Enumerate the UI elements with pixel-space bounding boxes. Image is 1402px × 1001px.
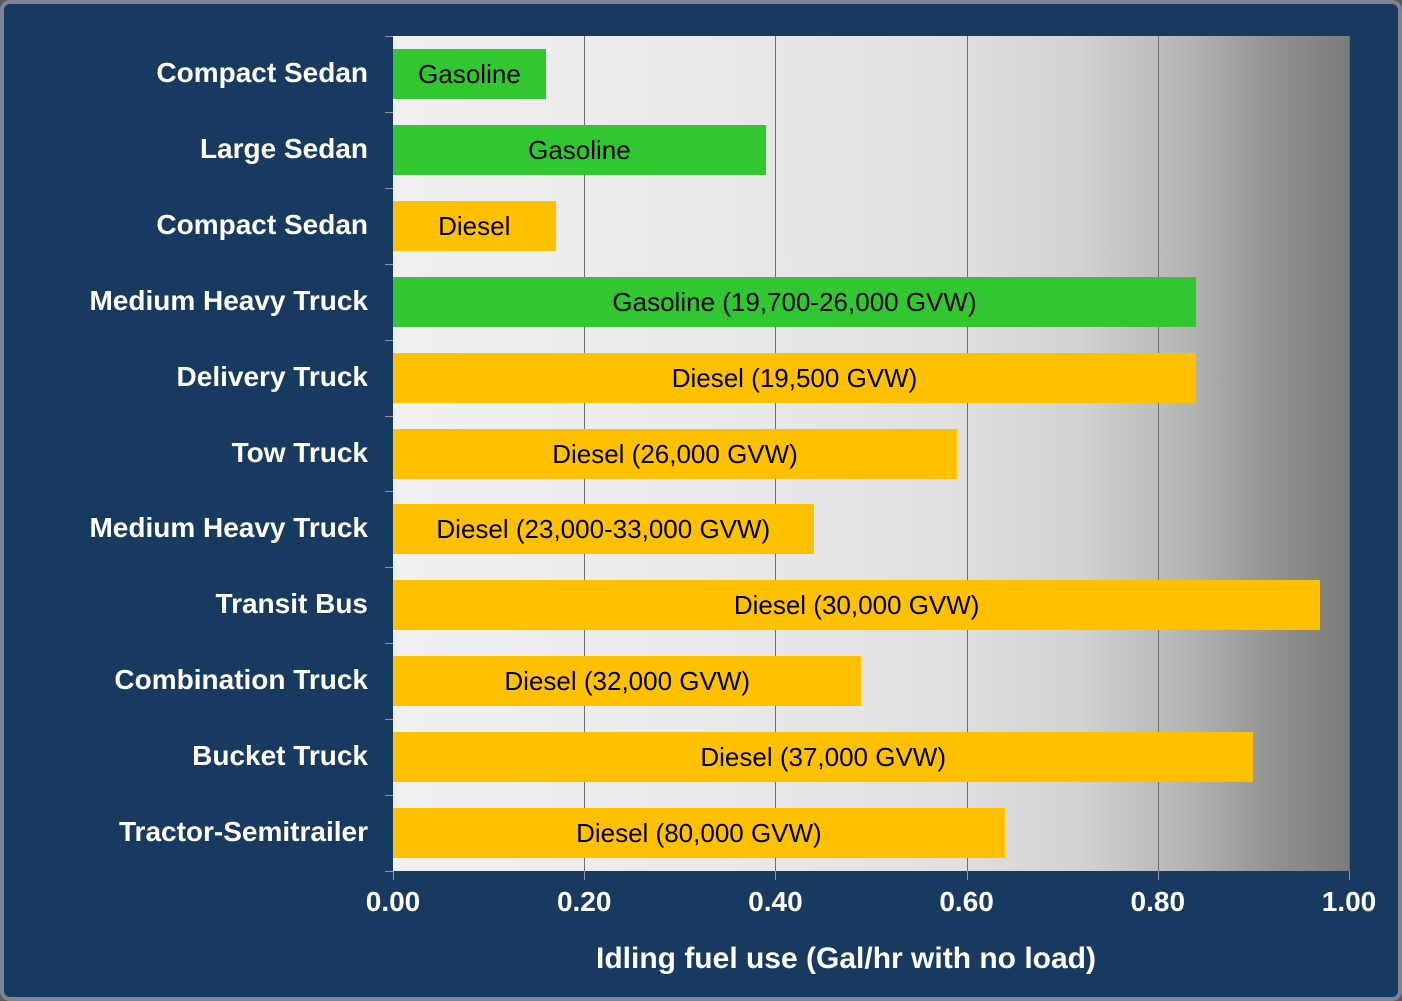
category-label: Compact Sedan <box>156 208 368 240</box>
bar-label: Diesel (37,000 GVW) <box>700 742 947 773</box>
y-axis-tick <box>385 415 393 417</box>
category-label: Tractor-Semitrailer <box>119 816 368 848</box>
x-tick-label: 0.00 <box>365 886 421 917</box>
x-axis-tick <box>584 871 586 880</box>
x-tick-label: 0.60 <box>939 886 994 917</box>
bar-label: Diesel <box>438 210 511 241</box>
y-axis-tick <box>385 339 393 341</box>
bar: Diesel (26,000 GVW) <box>393 428 958 479</box>
y-axis-tick <box>385 719 393 721</box>
x-tick-label: 0.20 <box>556 886 612 917</box>
category-label: Compact Sedan <box>156 56 368 88</box>
x-axis-tick <box>393 871 394 880</box>
bar-label: Diesel (32,000 GVW) <box>504 666 751 697</box>
category-label: Medium Heavy Truck <box>89 512 368 544</box>
gridline <box>966 36 968 871</box>
bar: Gasoline <box>393 124 766 175</box>
y-axis-tick <box>385 871 393 872</box>
x-axis-tick <box>775 871 777 880</box>
category-label: Combination Truck <box>114 664 368 696</box>
bar-label: Diesel (19,500 GVW) <box>671 362 918 393</box>
bar: Diesel <box>393 200 556 251</box>
bar: Gasoline (19,700-26,000 GVW) <box>393 276 1197 327</box>
bar: Diesel (37,000 GVW) <box>393 732 1254 783</box>
y-axis-tick <box>385 795 393 797</box>
category-label: Bucket Truck <box>192 740 368 772</box>
category-label: Tow Truck <box>231 436 368 468</box>
bar: Diesel (32,000 GVW) <box>393 656 862 707</box>
x-axis-tick <box>1157 871 1159 880</box>
x-axis-tick <box>1349 871 1350 880</box>
x-axis-tick <box>966 871 968 880</box>
category-label: Medium Heavy Truck <box>89 284 368 316</box>
x-tick-label: 0.40 <box>748 886 803 917</box>
bar: Diesel (80,000 GVW) <box>393 808 1005 859</box>
y-axis-tick <box>385 36 393 37</box>
bar: Diesel (23,000-33,000 GVW) <box>393 504 814 555</box>
bar-label: Gasoline <box>418 58 521 89</box>
bar-label: Diesel (30,000 GVW) <box>733 590 980 621</box>
y-axis-tick <box>385 491 393 493</box>
bar: Diesel (19,500 GVW) <box>393 352 1197 403</box>
x-tick-label: 1.00 <box>1321 886 1377 917</box>
gridline <box>1157 36 1159 871</box>
category-label: Delivery Truck <box>176 360 368 392</box>
y-axis-tick <box>385 643 393 645</box>
bar-label: Gasoline <box>528 134 631 165</box>
y-axis-tick <box>385 187 393 189</box>
bar-label: Diesel (26,000 GVW) <box>552 438 798 469</box>
category-label: Large Sedan <box>199 132 368 164</box>
y-axis-tick <box>385 263 393 265</box>
gridline <box>1349 36 1350 871</box>
y-axis-tick <box>385 567 393 569</box>
x-tick-label: 0.80 <box>1130 886 1186 917</box>
bar-label: Gasoline (19,700-26,000 GVW) <box>612 286 977 317</box>
bar-label: Diesel (23,000-33,000 GVW) <box>436 514 771 545</box>
bar-label: Diesel (80,000 GVW) <box>576 818 822 849</box>
y-axis-tick <box>385 111 393 113</box>
x-axis-title: Idling fuel use (Gal/hr with no load) <box>596 942 1096 975</box>
bar: Gasoline <box>393 48 546 99</box>
category-label: Transit Bus <box>215 588 368 620</box>
bar: Diesel (30,000 GVW) <box>393 580 1321 631</box>
plot-area: Gasoline Gasoline Diesel Gasoline (19,700-2… <box>393 36 1350 871</box>
